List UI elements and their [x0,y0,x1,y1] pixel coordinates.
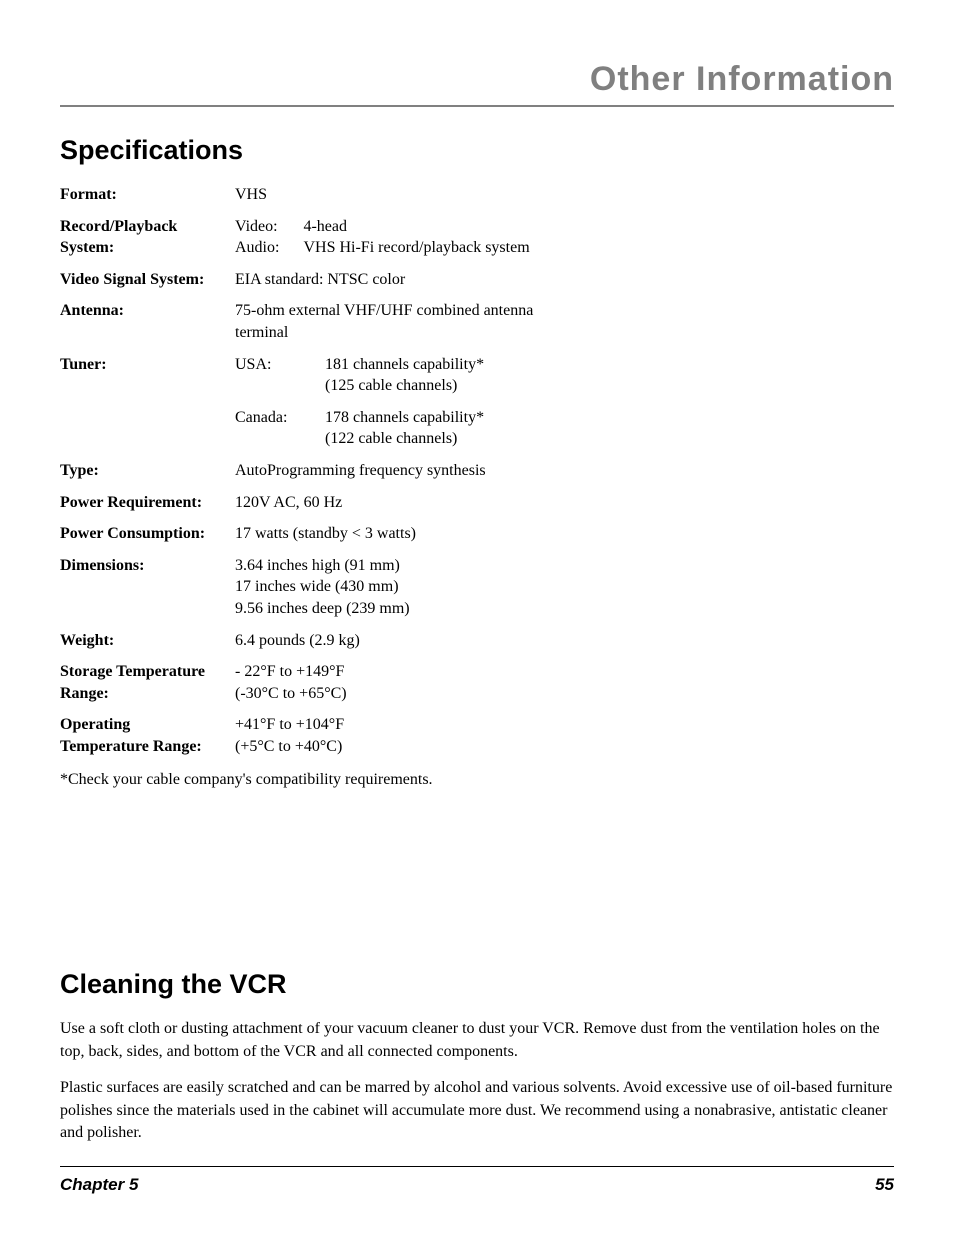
rp-video-label: Video: [235,216,303,238]
footer-page-number: 55 [875,1175,894,1195]
page-header-title: Other Information [60,60,894,99]
storage-line1: - 22°F to +149°F [235,661,554,683]
cleaning-para-2: Plastic surfaces are easily scratched an… [60,1077,894,1144]
spec-label-type: Type: [60,460,235,492]
spec-value-tuner: USA: 181 channels capability* (125 cable… [235,354,570,460]
rp-audio-value: VHS Hi-Fi record/playback system [303,237,553,259]
spec-value-format: VHS [235,184,570,216]
operating-line2: (+5°C to +40°C) [235,736,554,758]
operating-line1: +41°F to +104°F [235,714,554,736]
spec-value-power-cons: 17 watts (standby < 3 watts) [235,523,570,555]
dim-line1: 3.64 inches high (91 mm) [235,555,554,577]
table-row: Power Requirement: 120V AC, 60 Hz [60,492,570,524]
spec-value-antenna: 75-ohm external VHF/UHF combined antenna… [235,300,570,353]
tuner-usa-line2: (125 cable channels) [325,375,484,397]
spec-label-storage-temp: Storage Temperature Range: [60,661,235,714]
table-row: Storage Temperature Range: - 22°F to +14… [60,661,570,714]
tuner-usa-line1: 181 channels capability* [325,354,484,376]
spec-value-record-playback: Video: 4-head Audio: VHS Hi-Fi record/pl… [235,216,570,269]
spec-label-tuner: Tuner: [60,354,235,460]
dim-line2: 17 inches wide (430 mm) [235,576,554,598]
spec-label-format: Format: [60,184,235,216]
table-row: Operating Temperature Range: +41°F to +1… [60,714,570,767]
table-row: Record/Playback System: Video: 4-head Au… [60,216,570,269]
tuner-usa-label: USA: [235,354,325,397]
spec-value-dimensions: 3.64 inches high (91 mm) 17 inches wide … [235,555,570,630]
spec-value-operating-temp: +41°F to +104°F (+5°C to +40°C) [235,714,570,767]
storage-line2: (-30°C to +65°C) [235,683,554,705]
table-row: Video Signal System: EIA standard: NTSC … [60,269,570,301]
table-row: Power Consumption: 17 watts (standby < 3… [60,523,570,555]
table-row: Type: AutoProgramming frequency synthesi… [60,460,570,492]
spec-footnote: *Check your cable company's compatibilit… [60,771,894,789]
spec-label-power-req: Power Requirement: [60,492,235,524]
cleaning-heading: Cleaning the VCR [60,969,894,1000]
table-row: Weight: 6.4 pounds (2.9 kg) [60,630,570,662]
dim-line3: 9.56 inches deep (239 mm) [235,598,554,620]
specifications-table: Format: VHS Record/Playback System: Vide… [60,184,570,767]
table-row: Format: VHS [60,184,570,216]
footer-divider [60,1166,894,1167]
header-divider [60,105,894,107]
spec-value-video-signal: EIA standard: NTSC color [235,269,570,301]
tuner-canada-line1: 178 channels capability* [325,407,484,429]
rp-video-value: 4-head [303,216,553,238]
table-row: Dimensions: 3.64 inches high (91 mm) 17 … [60,555,570,630]
rp-audio-label: Audio: [235,237,303,259]
spec-label-record-playback: Record/Playback System: [60,216,235,269]
tuner-canada-label: Canada: [235,407,325,450]
footer-chapter: Chapter 5 [60,1175,138,1195]
table-row: Antenna: 75-ohm external VHF/UHF combine… [60,300,570,353]
cleaning-para-1: Use a soft cloth or dusting attachment o… [60,1018,894,1063]
specifications-heading: Specifications [60,135,894,166]
spec-label-video-signal: Video Signal System: [60,269,235,301]
spec-label-antenna: Antenna: [60,300,235,353]
tuner-canada-line2: (122 cable channels) [325,428,484,450]
spec-value-storage-temp: - 22°F to +149°F (-30°C to +65°C) [235,661,570,714]
spec-label-power-cons: Power Consumption: [60,523,235,555]
spec-value-type: AutoProgramming frequency synthesis [235,460,570,492]
spec-label-operating-temp: Operating Temperature Range: [60,714,235,767]
spec-label-dimensions: Dimensions: [60,555,235,630]
page-footer: Chapter 5 55 [60,1166,894,1195]
spec-label-weight: Weight: [60,630,235,662]
table-row: Tuner: USA: 181 channels capability* (12… [60,354,570,460]
spec-value-power-req: 120V AC, 60 Hz [235,492,570,524]
spec-value-weight: 6.4 pounds (2.9 kg) [235,630,570,662]
